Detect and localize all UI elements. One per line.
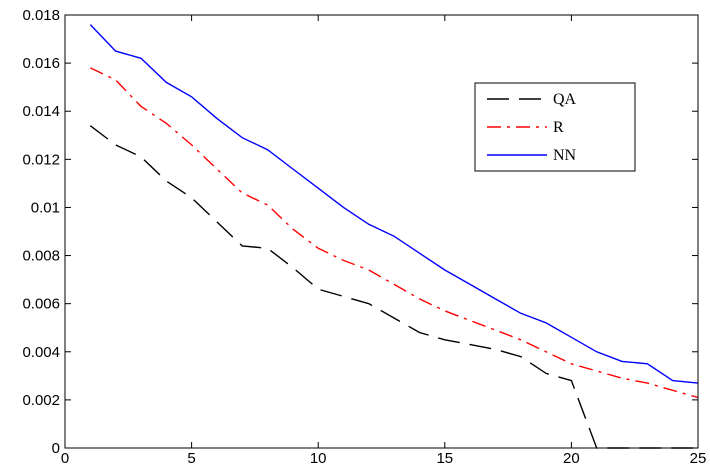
legend-label-qa: QA [553,91,577,108]
x-tick-label: 0 [61,450,69,464]
y-tick-label: 0 [52,440,60,457]
y-tick-label: 0.004 [22,344,60,361]
legend-label-nn: NN [553,147,577,164]
x-tick-label: 15 [436,450,453,464]
series-line-r [90,67,699,399]
y-tick-label: 0.018 [22,7,60,24]
x-tick-label: 10 [310,450,327,464]
x-tick-label: 25 [690,450,707,464]
x-tick-label: 5 [187,450,195,464]
y-tick-label: 0.016 [22,55,60,72]
legend-box [474,82,636,172]
plot-frame [64,14,699,449]
series-line-nn [89,24,699,384]
series-line-qa [89,125,698,449]
y-tick-label: 0.014 [22,103,60,120]
x-tick-label: 20 [563,450,580,464]
y-tick-label: 0.002 [22,392,60,409]
legend: QA R NN [474,82,636,172]
legend-label-r: R [553,119,564,136]
y-tick-label: 0.008 [22,248,60,265]
y-tick-label: 0.01 [31,199,60,216]
y-tick-label: 0.012 [22,151,60,168]
y-tick-label: 0.006 [22,296,60,313]
axes: 0 0.002 0.004 0.006 0.008 0.01 0.012 0.014 0.016… [22,7,706,464]
